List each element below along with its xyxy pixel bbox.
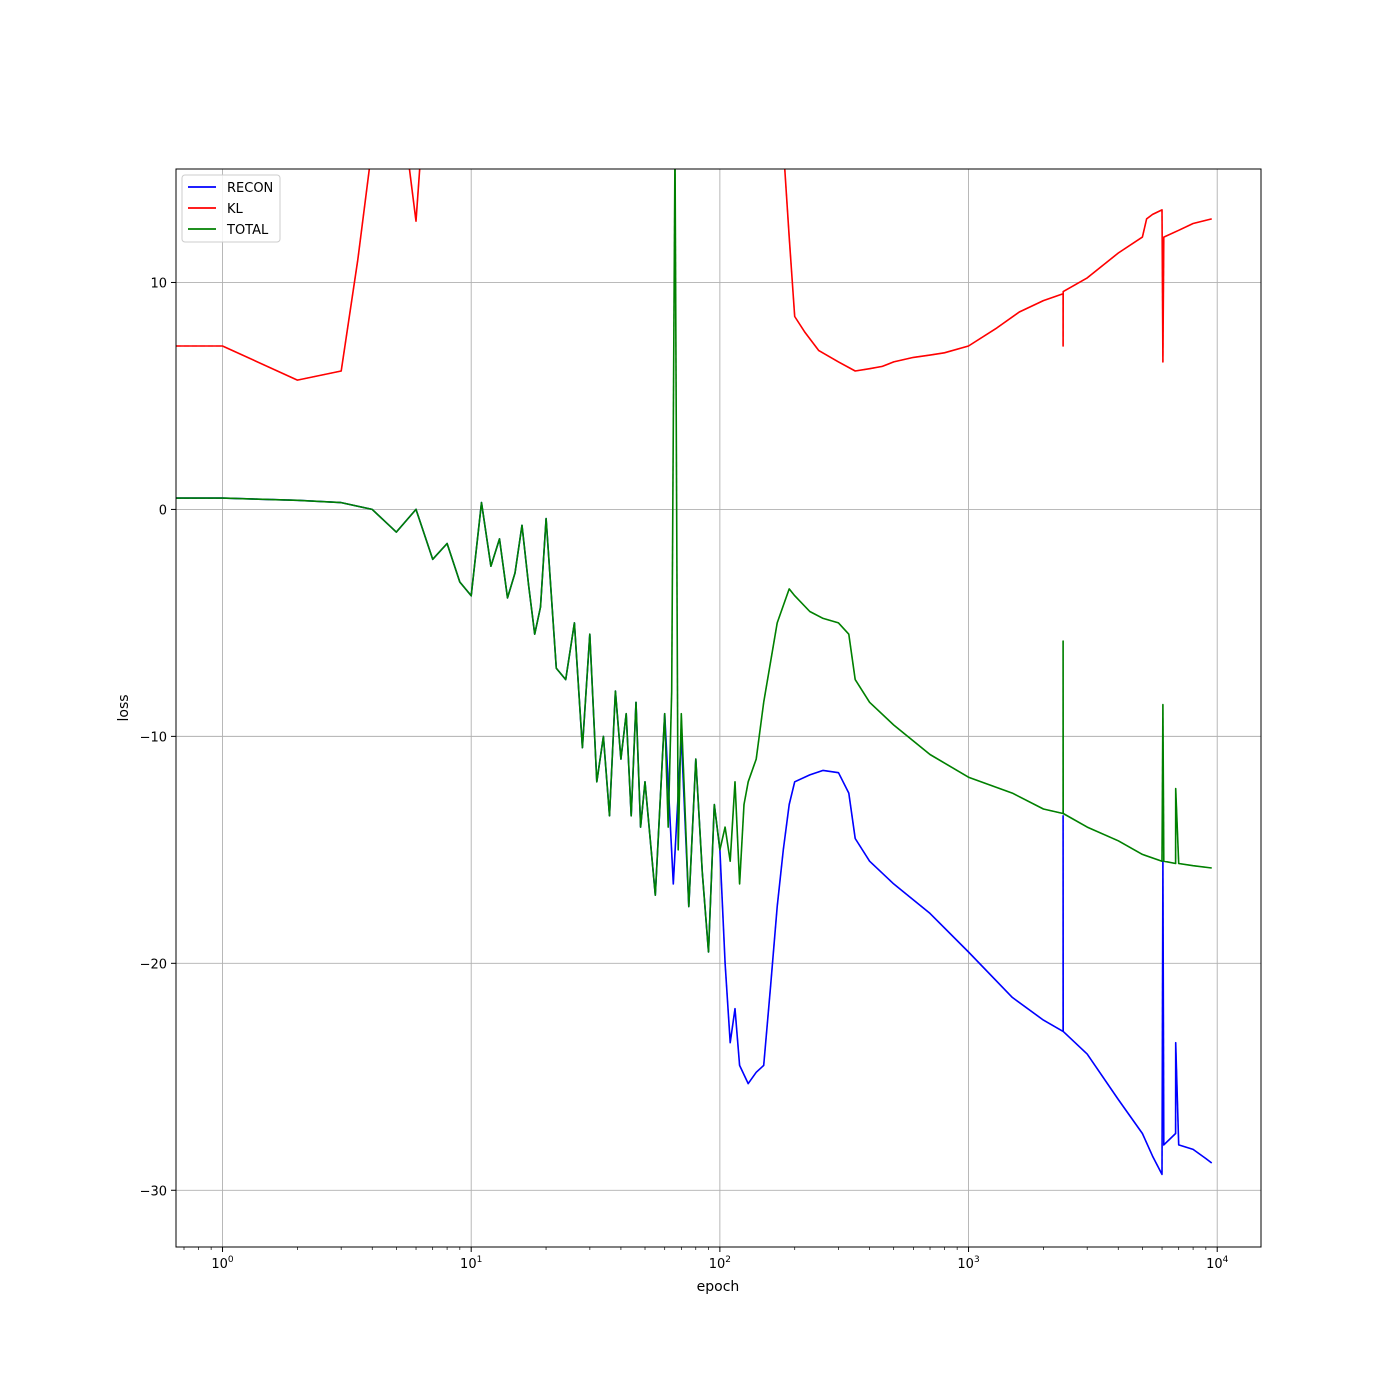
grid (176, 169, 1261, 1247)
x-tick-label: 104 (1206, 1255, 1229, 1272)
y-axis: 10 0 −10 −20 −30 (140, 276, 176, 1199)
legend-label-kl: KL (227, 202, 244, 217)
plot-area (176, 169, 1261, 1247)
y-axis-label: loss (116, 694, 132, 721)
series-layer (176, 169, 1213, 1176)
y-tick-label: −30 (140, 1184, 167, 1199)
plot-frame (175, 168, 1262, 1248)
legend-label-recon: RECON (227, 181, 273, 196)
series-line-kl (176, 169, 1212, 381)
x-axis: 100 101 102 103 104 (183, 1247, 1229, 1272)
legend: RECON KL TOTAL (181, 174, 281, 243)
legend-label-total: TOTAL (226, 223, 269, 238)
y-tick-label: 0 (159, 503, 167, 518)
y-tick-label: −20 (140, 957, 167, 972)
y-tick-label: −10 (140, 730, 167, 745)
x-tick-label: 102 (709, 1255, 731, 1272)
x-tick-label: 100 (211, 1255, 234, 1272)
legend-box (181, 174, 281, 243)
series-line-total (176, 169, 1212, 953)
y-tick-label: 10 (150, 276, 167, 291)
x-axis-label: epoch (697, 1279, 740, 1295)
x-tick-label: 103 (957, 1255, 979, 1272)
x-tick-label: 101 (460, 1255, 482, 1272)
